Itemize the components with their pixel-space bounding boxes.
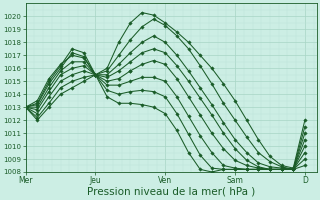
X-axis label: Pression niveau de la mer( hPa ): Pression niveau de la mer( hPa ) [87, 187, 255, 197]
